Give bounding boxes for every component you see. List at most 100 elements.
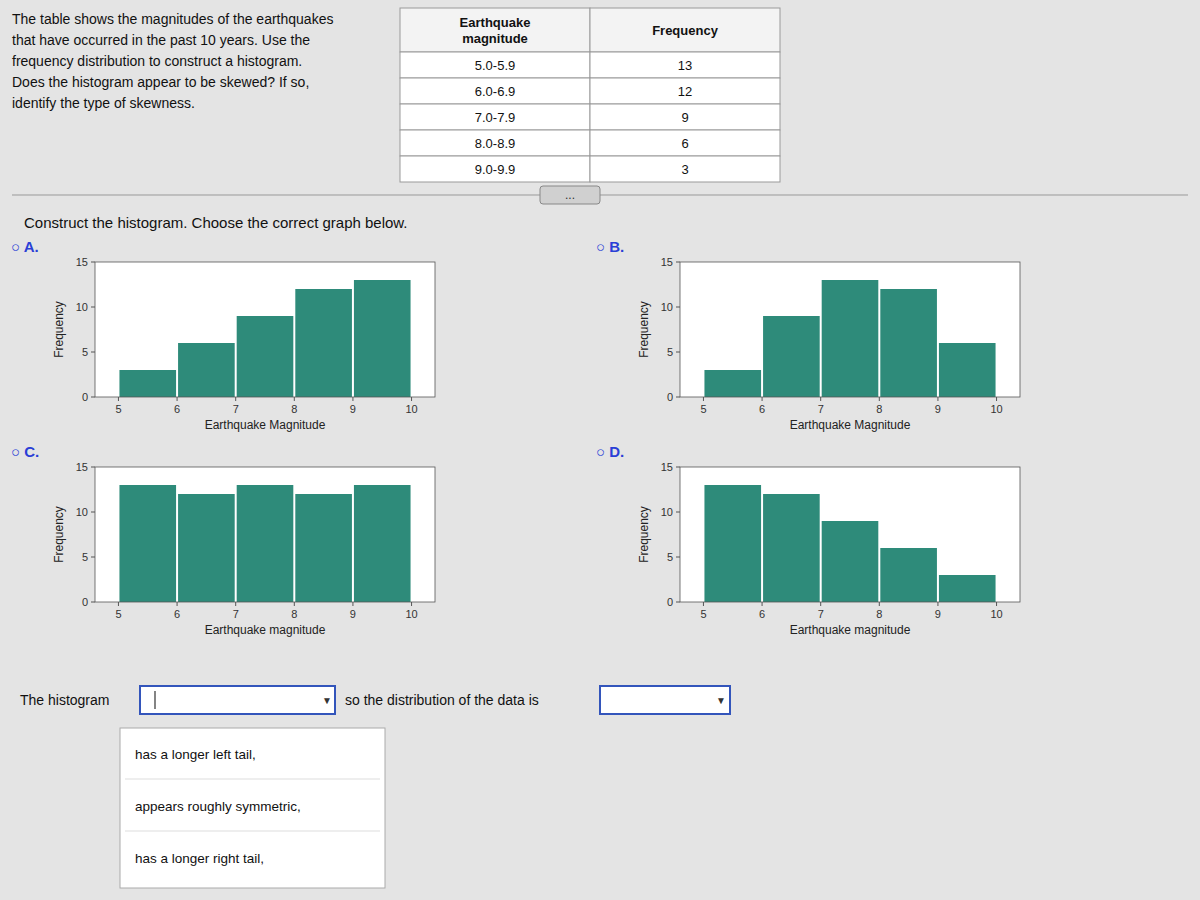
y-tick [676, 557, 680, 558]
x-tick-label: 5 [700, 403, 706, 415]
histogram-chart: ○ D.0510155678910Earthquake magnitudeFre… [596, 443, 1020, 637]
x-tick-label: 9 [935, 608, 941, 620]
histogram-bar [822, 521, 879, 602]
x-axis-label: Earthquake Magnitude [790, 418, 911, 432]
menu-option[interactable]: has a longer left tail, [135, 747, 256, 762]
x-tick [996, 602, 997, 606]
x-tick [177, 397, 178, 401]
table-cell [400, 52, 590, 78]
option-label[interactable]: ○ A. [11, 238, 39, 255]
y-tick [91, 557, 95, 558]
bars [704, 280, 995, 397]
menu-option[interactable]: has a longer right tail, [135, 851, 264, 866]
y-tick [676, 397, 680, 398]
x-tick-label: 8 [291, 608, 297, 620]
more-button[interactable] [540, 186, 600, 204]
sentence-text: The histogram [20, 692, 109, 708]
histogram-bar [939, 575, 996, 602]
instruction-text: Construct the histogram. Choose the corr… [24, 214, 408, 231]
table-cell [400, 156, 590, 182]
y-tick [91, 512, 95, 513]
x-axis-label: Earthquake Magnitude [205, 418, 326, 432]
plot-area [95, 467, 435, 602]
more-button-label: ... [565, 188, 575, 202]
option-label[interactable]: ○ B. [596, 238, 624, 255]
bars [119, 485, 410, 602]
y-tick [91, 467, 95, 468]
y-tick-label: 5 [82, 346, 88, 358]
y-tick-label: 0 [667, 596, 673, 608]
table-value: 13 [678, 58, 692, 73]
x-tick-label: 7 [233, 608, 239, 620]
y-tick-label: 10 [76, 506, 88, 518]
x-tick-label: 10 [990, 608, 1002, 620]
x-tick-label: 6 [759, 608, 765, 620]
histogram-chart: ○ C.0510155678910Earthquake magnitudeFre… [11, 443, 435, 637]
table-value: 9.0-9.9 [475, 162, 515, 177]
x-axis-label: Earthquake magnitude [790, 623, 911, 637]
histogram-bar [704, 485, 761, 602]
option-label[interactable]: ○ C. [11, 443, 39, 460]
x-tick [762, 602, 763, 606]
x-tick [352, 397, 353, 401]
menu-option[interactable]: appears roughly symmetric, [135, 799, 301, 814]
histogram-bar [119, 370, 176, 397]
dropdown-arrow: ▼ [322, 695, 332, 706]
bars [704, 485, 995, 602]
x-tick-label: 8 [876, 608, 882, 620]
histogram-bar [295, 494, 352, 602]
text-cursor [154, 691, 155, 709]
y-tick [676, 512, 680, 513]
x-tick [937, 602, 938, 606]
y-tick-label: 10 [661, 506, 673, 518]
histogram-chart: ○ A.0510155678910Earthquake MagnitudeFre… [11, 238, 435, 432]
page: The table shows the magnitudes of the ea… [0, 0, 1200, 900]
table-cell [590, 52, 780, 78]
plot-frame [95, 262, 435, 397]
table-value: 9 [681, 110, 688, 125]
menu-separator [125, 831, 380, 832]
y-tick [91, 397, 95, 398]
x-tick-label: 6 [174, 403, 180, 415]
x-tick-label: 9 [350, 608, 356, 620]
x-tick-label: 10 [405, 608, 417, 620]
table-header: Frequency [652, 23, 719, 38]
x-tick [235, 397, 236, 401]
y-tick-label: 0 [82, 596, 88, 608]
plot-frame [680, 467, 1020, 602]
y-tick-label: 15 [76, 461, 88, 473]
sentence-text: so the distribution of the data is [345, 692, 539, 708]
plot-area [680, 467, 1020, 602]
x-tick-label: 10 [990, 403, 1002, 415]
x-tick-label: 5 [700, 608, 706, 620]
table-header-cell [400, 8, 590, 52]
histogram-bar [354, 280, 411, 397]
y-tick [91, 307, 95, 308]
y-tick-label: 10 [76, 301, 88, 313]
table-value: 7.0-7.9 [475, 110, 515, 125]
y-tick-label: 15 [76, 256, 88, 268]
histogram-chart: ○ B.0510155678910Earthquake MagnitudeFre… [596, 238, 1020, 432]
y-axis-label: Frequency [637, 506, 651, 563]
table-cell [400, 78, 590, 104]
table-value: 12 [678, 84, 692, 99]
dropdown[interactable] [140, 686, 335, 714]
histogram-bar [295, 289, 352, 397]
y-tick [676, 602, 680, 603]
x-tick [294, 602, 295, 606]
frequency-table: EarthquakemagnitudeFrequency5.0-5.9136.0… [400, 8, 780, 182]
y-tick [91, 602, 95, 603]
table-value: 6.0-6.9 [475, 84, 515, 99]
answer-sentence: The histogram ▼ so the distribution of the… [20, 686, 730, 714]
histogram-bar [763, 316, 820, 397]
dropdown[interactable] [600, 686, 730, 714]
y-tick [676, 467, 680, 468]
dropdown-menu: has a longer left tail, appears roughly s… [120, 728, 385, 888]
histogram-bar [763, 494, 820, 602]
histogram-bar [119, 485, 176, 602]
histogram-bar [178, 494, 235, 602]
x-tick [352, 602, 353, 606]
x-tick-label: 8 [876, 403, 882, 415]
x-tick-label: 7 [233, 403, 239, 415]
option-label[interactable]: ○ D. [596, 443, 624, 460]
